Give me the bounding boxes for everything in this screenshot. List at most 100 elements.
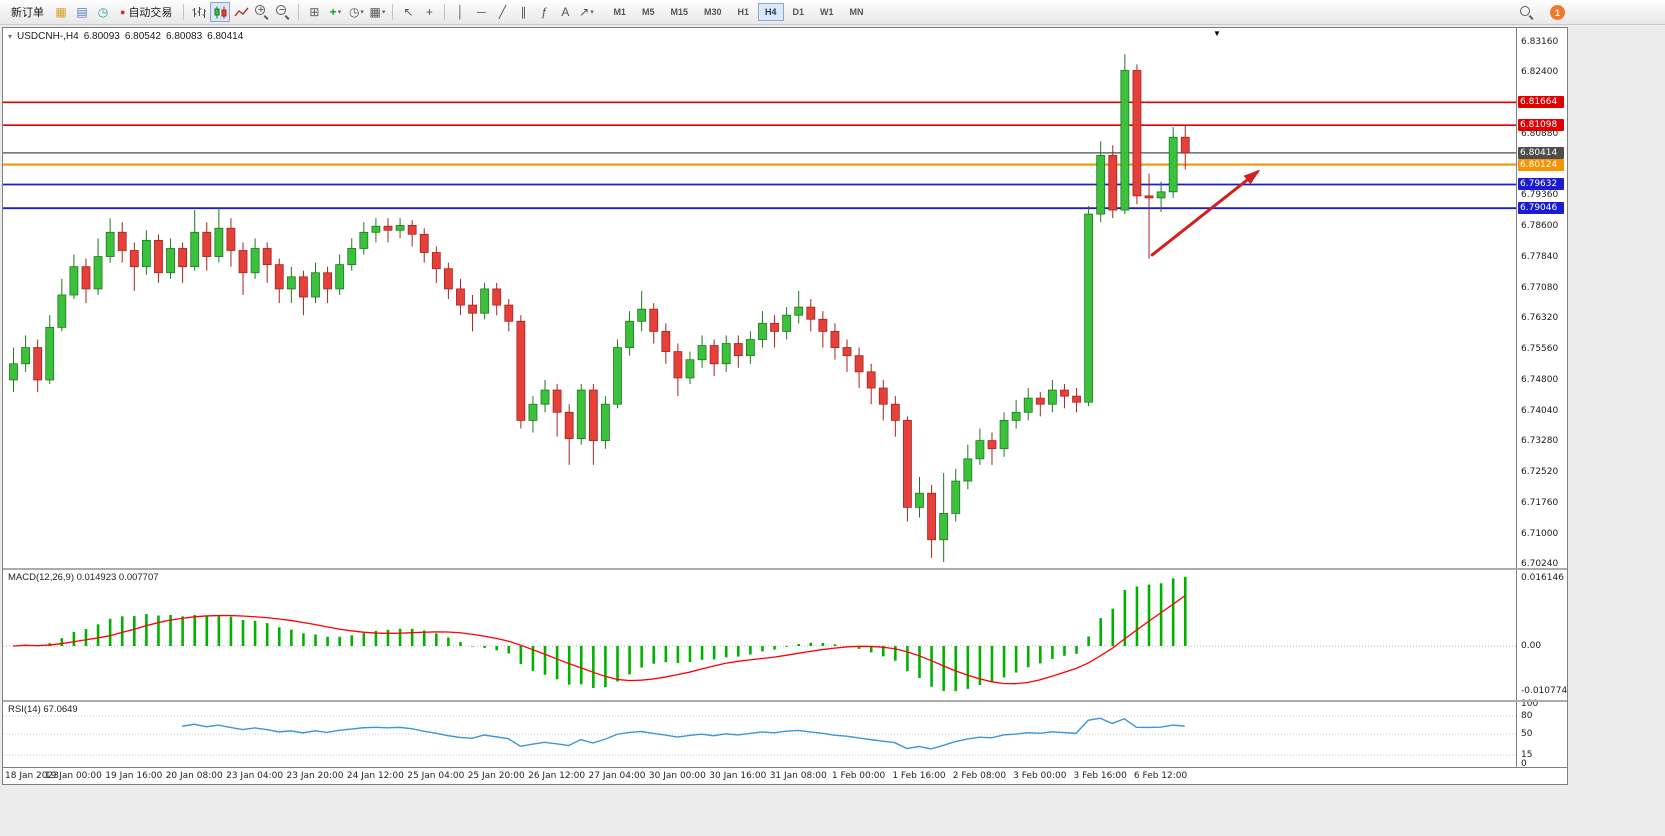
symbol-period-label: USDCNH-,H4 [17,31,79,42]
timeframe-button-w1[interactable]: W1 [813,3,841,21]
chart-window: ▾ USDCNH-,H4 6.80093 6.80542 6.80083 6.8… [2,27,1568,785]
time-tick-label: 3 Feb 16:00 [1073,771,1127,781]
time-tick-label: 26 Jan 12:00 [528,771,586,781]
auto-trading-button[interactable]: ● 自动交易 [114,2,178,22]
rsi-tick-label: 50 [1521,729,1533,739]
price-level-label: 6.81664 [1518,96,1564,109]
time-tick-label: 23 Jan 20:00 [286,771,344,781]
macd-panel-divider[interactable] [3,568,1567,570]
macd-canvas [3,576,1516,692]
price-tick-label: 6.80880 [1521,128,1559,139]
ohlc-open-value: 6.80093 [83,31,120,42]
price-tick-label: 6.75560 [1521,344,1559,355]
chart-shift-marker[interactable]: ▼ [1213,29,1221,38]
rsi-panel[interactable]: RSI(14) 67.0649 [3,702,1516,766]
price-level-label: 6.79632 [1518,178,1564,191]
price-axis[interactable]: 6.83160 6.82400 6.80880 6.79360 6.78600 6.778… [1516,28,1568,769]
price-tick-label: 6.78600 [1521,221,1559,232]
search-icon[interactable] [1520,5,1534,20]
periods-button[interactable]: ◷ ▾ [346,2,366,22]
zoom-in-button[interactable]: + [252,2,272,22]
time-tick-label: 18 Jan 2023 [5,771,59,781]
rsi-tick-label: 15 [1521,750,1533,760]
time-tick-label: 1 Feb 00:00 [831,771,886,781]
price-tick-label: 6.79360 [1521,190,1559,201]
channel-icon: ∥ [520,5,527,19]
timeframe-button-h4[interactable]: H4 [758,3,784,21]
price-tick-label: 6.73280 [1521,436,1559,447]
macd-tick-label: -0.010774 [1521,686,1568,697]
timeframe-button-h1[interactable]: H1 [731,3,757,21]
new-order-button[interactable]: 新订单 [5,2,50,22]
time-axis[interactable]: 18 Jan 2023 19 Jan 00:00 19 Jan 16:00 20 Ja… [3,767,1567,784]
rsi-panel-divider[interactable] [3,700,1567,702]
macd-label: MACD(12,26,9) 0.014923 0.007707 [8,572,159,583]
price-chart-plot[interactable]: ▾ USDCNH-,H4 6.80093 6.80542 6.80083 6.8… [3,28,1516,568]
price-tick-label: 6.70240 [1521,559,1559,570]
horizontal-line-icon: ─ [477,5,486,19]
timeframe-button-mn[interactable]: MN [843,3,871,21]
crosshair-tool-button[interactable]: + [419,2,439,22]
macd-panel[interactable]: MACD(12,26,9) 0.014923 0.007707 [3,570,1516,700]
new-chart-icon: + [329,5,337,19]
market-watch-icon[interactable]: ▤ [72,2,92,22]
rsi-tick-label: 100 [1521,699,1539,709]
text-tool-button[interactable]: A [555,2,575,22]
chart-title: ▾ USDCNH-,H4 6.80093 6.80542 6.80083 6.8… [8,31,243,42]
trendline-tool-button[interactable]: ╱ [492,2,512,22]
fibonacci-icon: ƒ [541,5,548,19]
cursor-tool-button[interactable]: ↖ [398,2,418,22]
timeframe-button-m30[interactable]: M30 [697,3,729,21]
time-tick-label: 25 Jan 04:00 [407,771,465,781]
main-toolbar: 新订单 ▦ ▤ ◷ ● 自动交易 + − ⊞ + ▾ ◷ ▾ ▦ ▾ ↖ + │… [0,0,1665,25]
toolbar-separator [298,4,300,20]
dropdown-arrow-icon: ▾ [360,9,364,16]
notification-badge[interactable]: 1 [1550,5,1565,20]
rsi-tick-label: 80 [1521,711,1533,721]
rsi-tick-label: 0 [1521,759,1527,769]
time-tick-label: 1 Feb 16:00 [892,771,946,781]
data-window-icon[interactable]: ◷ [93,2,113,22]
time-tick-label: 27 Jan 04:00 [588,771,646,781]
zoom-out-button[interactable]: − [273,2,293,22]
timeframe-button-m15[interactable]: M15 [663,3,695,21]
price-tick-label: 6.71000 [1521,528,1559,539]
new-chart-button[interactable]: + ▾ [325,2,345,22]
candlestick-mode-button[interactable] [210,2,231,22]
time-tick-label: 30 Jan 16:00 [709,771,767,781]
arrows-tool-button[interactable]: ↗ ▾ [576,2,596,22]
vertical-line-tool-button[interactable]: │ [450,2,470,22]
charts-icon[interactable]: ▦ [51,2,71,22]
time-tick-label: 20 Jan 08:00 [165,771,223,781]
ohlc-low-value: 6.80083 [166,31,203,42]
bar-chart-mode-button[interactable] [189,2,209,22]
timeframe-button-m1[interactable]: M1 [606,3,633,21]
line-chart-mode-button[interactable] [231,2,251,22]
price-tick-label: 6.77840 [1521,251,1559,262]
price-tick-label: 6.74800 [1521,374,1559,385]
fibonacci-tool-button[interactable]: ƒ [534,2,554,22]
channel-tool-button[interactable]: ∥ [513,2,533,22]
timeframe-button-m5[interactable]: M5 [635,3,662,21]
new-order-label: 新订单 [11,7,44,19]
timeframe-toolbar: M1 M5 M15 M30 H1 H4 D1 W1 MN [605,3,871,21]
tile-windows-button[interactable]: ⊞ [304,2,324,22]
price-level-label: 6.80124 [1518,158,1564,171]
timeframe-button-d1[interactable]: D1 [786,3,812,21]
rsi-canvas [3,715,1516,756]
ohlc-close-value: 6.80414 [207,31,244,42]
collapse-icon[interactable]: ▾ [8,32,13,41]
time-tick-label: 24 Jan 12:00 [346,771,404,781]
templates-button[interactable]: ▦ ▾ [367,2,387,22]
toolbar-separator [392,4,394,20]
periods-icon: ◷ [348,5,360,19]
price-tick-label: 6.76320 [1521,313,1559,324]
horizontal-line-tool-button[interactable]: ─ [471,2,491,22]
price-tick-label: 6.71760 [1521,497,1559,508]
macd-tick-label: 0.00 [1521,641,1542,651]
time-tick-label: 31 Jan 08:00 [769,771,827,781]
crosshair-icon: + [425,5,433,19]
time-tick-label: 30 Jan 00:00 [648,771,706,781]
price-tick-label: 6.83160 [1521,36,1559,47]
